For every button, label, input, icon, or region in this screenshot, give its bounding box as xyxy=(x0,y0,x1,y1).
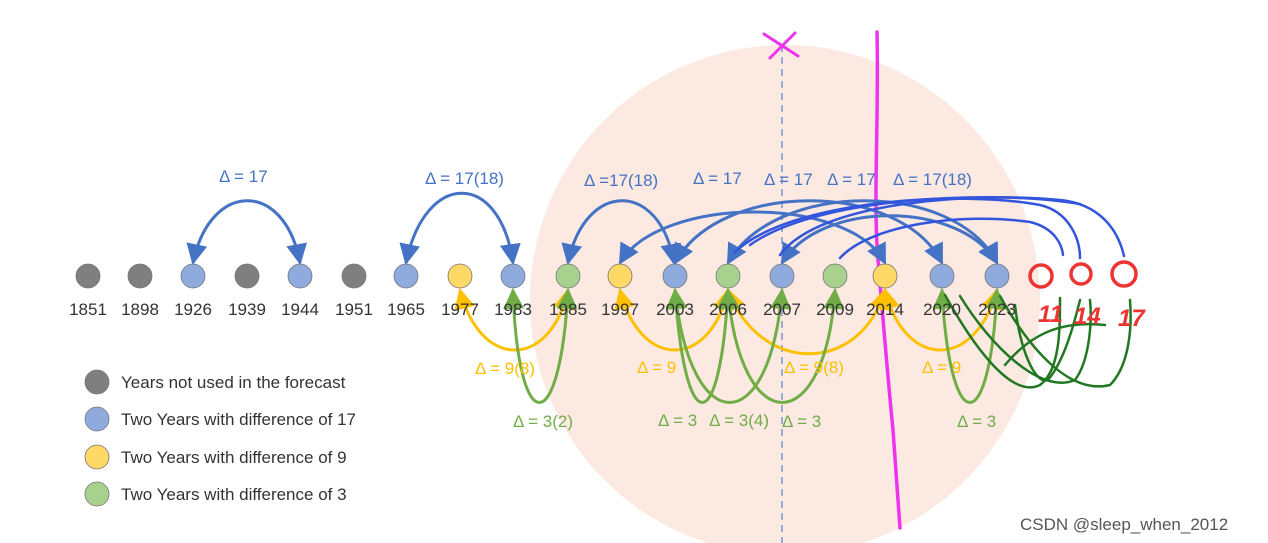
yellow-arc-label-2: Δ = 9 xyxy=(637,358,676,377)
magenta-line xyxy=(874,30,902,530)
year-node-1951 xyxy=(341,263,367,289)
year-node-2007 xyxy=(769,263,795,289)
year-label-1985: 1985 xyxy=(549,300,587,319)
handdrawn-green-arcs xyxy=(943,293,1132,389)
year-node-1997 xyxy=(607,263,633,289)
arc-2007-2023 xyxy=(780,214,999,265)
green-arc-label-3: Δ = 3(4) xyxy=(709,411,769,430)
year-label-1951: 1951 xyxy=(335,300,373,319)
arc-1985-2003 xyxy=(561,199,682,266)
arc-1983-1985 xyxy=(503,287,578,404)
year-node-2014 xyxy=(872,263,898,289)
arc-2014-2023 xyxy=(879,287,1003,352)
year-label-1851: 1851 xyxy=(69,300,107,319)
year-label-1965: 1965 xyxy=(387,300,425,319)
year-node-2020 xyxy=(929,263,955,289)
year-node-2009 xyxy=(822,263,848,289)
green-arc-label-5: Δ = 3 xyxy=(957,412,996,431)
arc-2006-2023 xyxy=(726,199,999,265)
blue-arc-label-4: Δ = 17 xyxy=(693,169,742,188)
legend-label-blue: Two Years with difference of 17 xyxy=(121,410,356,429)
blue-arc-label-6: Δ = 17 xyxy=(827,170,876,189)
blue-arc-label-3: Δ =17(18) xyxy=(584,171,658,190)
year-node-2023 xyxy=(984,263,1010,289)
future-circle-1 xyxy=(1028,263,1054,289)
arc-1926-1944 xyxy=(186,199,307,266)
year-node-1939 xyxy=(234,263,260,289)
yellow-arc-label-1: Δ = 9(8) xyxy=(475,359,535,378)
legend-swatch-blue xyxy=(84,406,110,432)
blue-arc-label-1: Δ = 17 xyxy=(219,167,268,186)
handwritten-label-1: 11 xyxy=(1038,301,1063,328)
watermark: CSDN @sleep_when_2012 xyxy=(1020,515,1228,534)
blue-arc-label-5: Δ = 17 xyxy=(764,170,813,189)
year-label-2009: 2009 xyxy=(816,300,854,319)
handwritten-label-2: 14 xyxy=(1074,303,1101,330)
year-node-1926 xyxy=(180,263,206,289)
yellow-arc-group xyxy=(454,287,1003,356)
arc-1997-2006 xyxy=(614,287,735,352)
legend-swatch-green xyxy=(84,481,110,507)
year-node-1944 xyxy=(287,263,313,289)
year-label-1977: 1977 xyxy=(441,300,479,319)
future-circle-3 xyxy=(1110,260,1138,288)
year-node-2003 xyxy=(662,263,688,289)
green-arc-label-4: Δ = 3 xyxy=(782,412,821,431)
blue-arc-group xyxy=(186,191,999,266)
blue-arc-label-2: Δ = 17(18) xyxy=(425,169,504,188)
year-label-1939: 1939 xyxy=(228,300,266,319)
arc-2003-2007 xyxy=(666,287,791,404)
legend-label-gray: Years not used in the forecast xyxy=(121,373,346,392)
cross-mark xyxy=(762,31,800,60)
year-label-2003: 2003 xyxy=(656,300,694,319)
year-label-1898: 1898 xyxy=(121,300,159,319)
blue-arc-label-7: Δ = 17(18) xyxy=(893,170,972,189)
year-label-2023: 2023 xyxy=(978,300,1016,319)
arc-1965-1983 xyxy=(399,191,521,266)
legend-label-yellow: Two Years with difference of 9 xyxy=(121,448,347,467)
year-node-1985 xyxy=(555,263,581,289)
arc-2006-2014 xyxy=(724,287,890,356)
year-label-1983: 1983 xyxy=(494,300,532,319)
year-node-1898 xyxy=(127,263,153,289)
arc-2003-2020 xyxy=(673,199,944,265)
legend: Years not used in the forecast Two Years … xyxy=(84,369,356,507)
year-label-2006: 2006 xyxy=(709,300,747,319)
arc-2006-2009 xyxy=(719,287,845,404)
year-node-1851 xyxy=(75,263,101,289)
year-label-2020: 2020 xyxy=(923,300,961,319)
year-label-2007: 2007 xyxy=(763,300,801,319)
year-label-2014: 2014 xyxy=(866,300,904,319)
arc-1977-1985 xyxy=(454,287,575,352)
year-label-1997: 1997 xyxy=(601,300,639,319)
yellow-arc-label-3: Δ = 9(8) xyxy=(784,358,844,377)
legend-swatch-gray xyxy=(84,369,110,395)
future-circle-2 xyxy=(1069,262,1093,286)
year-label-1944: 1944 xyxy=(281,300,319,319)
handwritten-label-3: 17 xyxy=(1118,305,1146,332)
green-arc-label-1: Δ = 3(2) xyxy=(513,412,573,431)
handdrawn-blue-arcs xyxy=(733,195,1126,260)
year-node-1983 xyxy=(500,263,526,289)
legend-swatch-yellow xyxy=(84,444,110,470)
arc-2003-2006 xyxy=(665,287,738,404)
green-arc-label-2: Δ = 3 xyxy=(658,411,697,430)
year-node-1977 xyxy=(447,263,473,289)
year-label-1926: 1926 xyxy=(174,300,212,319)
highlight-circle xyxy=(530,45,1040,543)
year-node-2006 xyxy=(715,263,741,289)
legend-label-green: Two Years with difference of 3 xyxy=(121,485,347,504)
year-node-1965 xyxy=(393,263,419,289)
future-circles xyxy=(1028,260,1138,289)
yellow-arc-label-4: Δ = 9 xyxy=(922,358,961,377)
